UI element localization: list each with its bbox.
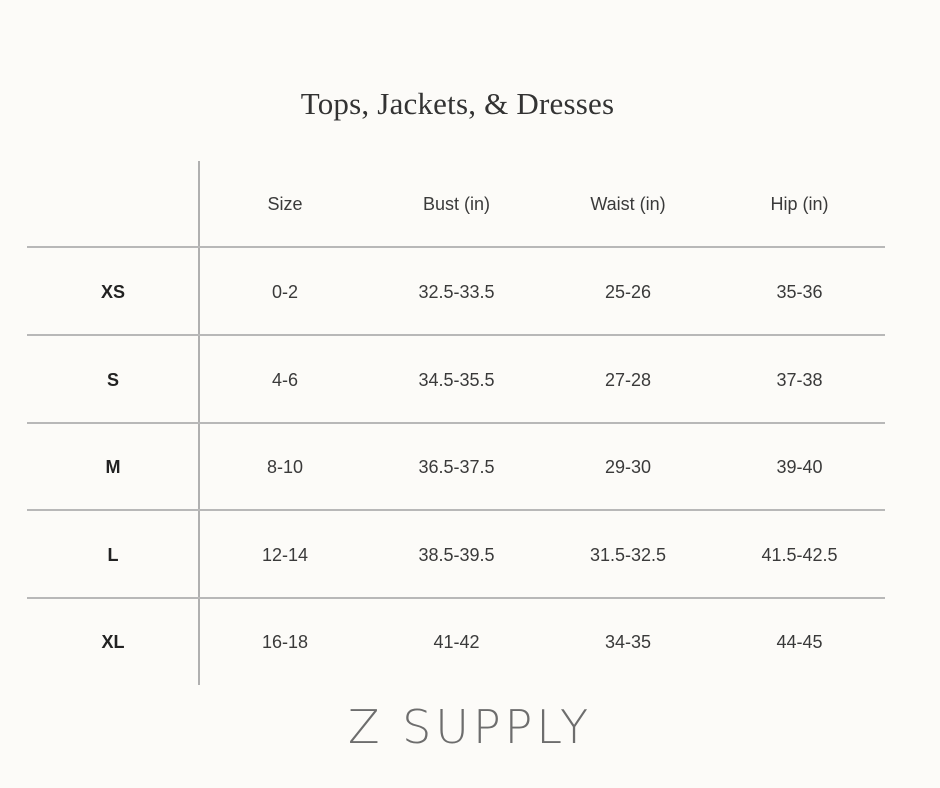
table-cell: 0-2 <box>271 281 298 302</box>
table-row: M 8-10 36.5-37.5 29-30 39-40 <box>27 423 885 511</box>
table-row: L 12-14 38.5-39.5 31.5-32.5 41.5-42.5 <box>27 511 885 599</box>
table-cell: 32.5-33.5 <box>418 281 495 302</box>
brand-logo: Z SUPPLY <box>347 700 593 754</box>
size-label: XS <box>100 281 125 302</box>
size-label: S <box>106 369 119 390</box>
table-cell: 37-38 <box>776 369 823 390</box>
table-cell: 16-18 <box>261 631 309 652</box>
table-cell: 34-35 <box>604 631 652 652</box>
table-cell: 35-36 <box>776 281 823 302</box>
table-cell: 44-45 <box>776 631 823 652</box>
table-row: S 4-6 34.5-35.5 27-28 37-38 <box>27 336 885 424</box>
table-cell: 31.5-32.5 <box>589 544 667 565</box>
header-bust: Bust (in) <box>422 193 491 214</box>
table-row: XL 16-18 41-42 34-35 44-45 <box>27 598 885 686</box>
row-divider <box>27 509 885 511</box>
table-cell: 36.5-37.5 <box>418 456 495 477</box>
table-cell: 34.5-35.5 <box>418 369 495 390</box>
table-cell: 4-6 <box>271 369 298 390</box>
table-row: XS 0-2 32.5-33.5 25-26 35-36 <box>27 248 885 336</box>
header-size: Size <box>267 193 303 214</box>
header-hip: Hip (in) <box>770 193 829 214</box>
table-cell: 27-28 <box>604 369 652 390</box>
row-divider <box>27 246 885 248</box>
size-label: M <box>105 456 121 477</box>
size-label: L <box>107 544 119 565</box>
table-cell: 29-30 <box>604 456 652 477</box>
table-cell: 25-26 <box>604 281 652 302</box>
table-cell: 41-42 <box>433 631 480 652</box>
row-divider <box>27 422 885 424</box>
table-cell: 8-10 <box>266 456 304 477</box>
table-cell: 41.5-42.5 <box>761 544 838 565</box>
chart-title: Tops, Jackets, & Dresses <box>300 86 615 121</box>
header-waist: Waist (in) <box>590 193 666 214</box>
row-divider <box>27 597 885 599</box>
table-cell: 38.5-39.5 <box>418 544 495 565</box>
row-divider <box>27 334 885 336</box>
table-cell: 39-40 <box>776 456 823 477</box>
header-row: Size Bust (in) Waist (in) Hip (in) <box>27 160 885 248</box>
size-label: XL <box>101 631 125 652</box>
table-cell: 12-14 <box>261 544 309 565</box>
